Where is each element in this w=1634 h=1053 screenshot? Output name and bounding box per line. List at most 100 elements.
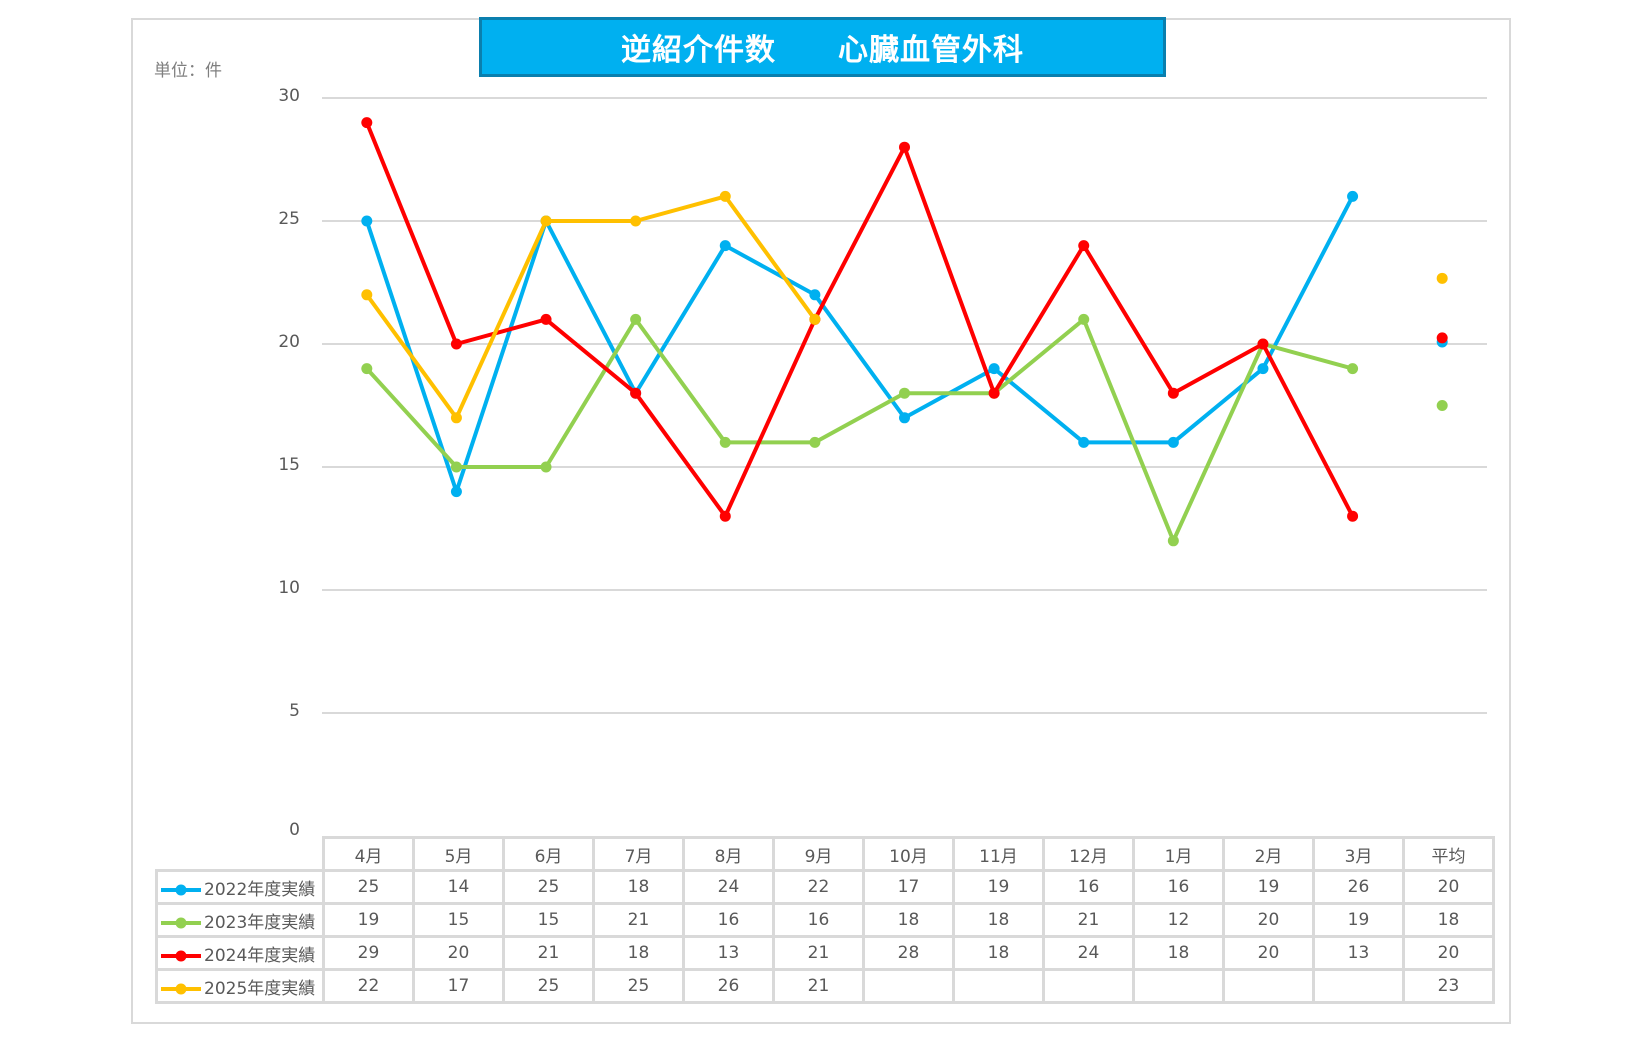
table-cell: 24	[1042, 935, 1135, 971]
y-tick-label: 25	[278, 209, 300, 229]
column-header: 6月	[502, 836, 595, 872]
table-row: 2023年度実績 19 15 15 21 16 16 18 18 21 12 20 19 18	[155, 902, 1495, 938]
y-tick-label: 10	[278, 578, 300, 598]
data-point	[719, 240, 731, 252]
table-cell: 26	[1312, 869, 1405, 905]
table-cell: 19	[322, 902, 415, 938]
column-header: 5月	[412, 836, 505, 872]
column-header: 8月	[682, 836, 775, 872]
data-point	[988, 387, 1000, 399]
table-cell: 19	[1222, 869, 1315, 905]
y-tick-label: 15	[278, 455, 300, 475]
data-point	[809, 313, 821, 325]
table-cell: 18	[592, 935, 685, 971]
y-tick-label: 0	[289, 820, 300, 840]
column-header: 2月	[1222, 836, 1315, 872]
data-point	[540, 313, 552, 325]
data-point	[450, 338, 462, 350]
table-cell: 25	[502, 869, 595, 905]
column-header: 平均	[1402, 836, 1495, 872]
table-cell: 21	[592, 902, 685, 938]
data-point	[540, 215, 552, 227]
table-row: 2025年度実績 22 17 25 25 26 21 23	[155, 968, 1495, 1004]
data-point	[450, 486, 462, 498]
y-tick-label: 30	[278, 86, 300, 106]
table-cell: 26	[682, 968, 775, 1004]
table-cell: 20	[1222, 902, 1315, 938]
table-row: 2022年度実績 25 14 25 18 24 22 17 19 16 16 19 26 20	[155, 869, 1495, 905]
average-point	[1436, 332, 1448, 344]
table-cell: 22	[322, 968, 415, 1004]
table-cell: 17	[862, 869, 955, 905]
column-header: 10月	[862, 836, 955, 872]
data-point	[1078, 313, 1090, 325]
table-cell: 18	[862, 902, 955, 938]
table-cell: 19	[1312, 902, 1405, 938]
series-line	[364, 121, 1355, 519]
data-point	[1347, 363, 1359, 375]
legend-label: 2024年度実績	[204, 945, 316, 966]
series-line	[365, 194, 817, 420]
column-header: 1月	[1132, 836, 1225, 872]
data-point	[630, 215, 642, 227]
table-cell: 22	[772, 869, 865, 905]
data-point	[988, 363, 1000, 375]
column-header: 11月	[952, 836, 1045, 872]
table-cell	[1132, 968, 1225, 1004]
column-header: 9月	[772, 836, 865, 872]
table-cell: 21	[772, 968, 865, 1004]
y-tick-label: 20	[278, 332, 300, 352]
table-cell: 14	[412, 869, 505, 905]
data-table: 4月 5月 6月 7月 8月 9月 10月 11月 12月 1月 2月 3月 平均 2022年度実績 25 1…	[155, 836, 1495, 1004]
table-cell: 18	[952, 902, 1045, 938]
table-cell	[952, 968, 1045, 1004]
legend-entry: 2023年度実績	[155, 902, 325, 938]
data-point	[450, 412, 462, 424]
data-point	[361, 289, 373, 301]
table-cell: 21	[502, 935, 595, 971]
table-cell: 12	[1132, 902, 1225, 938]
data-point	[630, 313, 642, 325]
column-header: 3月	[1312, 836, 1405, 872]
data-point	[540, 461, 552, 473]
data-point	[361, 215, 373, 227]
legend-entry: 2025年度実績	[155, 968, 325, 1004]
table-cell: 17	[412, 968, 505, 1004]
table-cell	[862, 968, 955, 1004]
table-cell: 28	[862, 935, 955, 971]
data-point	[719, 436, 731, 448]
table-cell: 16	[682, 902, 775, 938]
data-point	[899, 387, 910, 399]
unit-label: 単位：件	[154, 61, 222, 81]
table-cell: 24	[682, 869, 775, 905]
table-cell: 18	[1402, 902, 1495, 938]
table-cell: 15	[412, 902, 505, 938]
table-cell: 16	[1132, 869, 1225, 905]
data-point	[1347, 510, 1359, 522]
legend-label: 2025年度実績	[204, 978, 316, 999]
legend-entry: 2024年度実績	[155, 935, 325, 971]
data-point	[1167, 436, 1179, 448]
data-point	[899, 141, 910, 153]
table-cell	[1042, 968, 1135, 1004]
table-cell: 25	[592, 968, 685, 1004]
legend-line-marker-icon	[161, 884, 201, 895]
data-point	[719, 510, 731, 522]
data-point	[630, 387, 642, 399]
data-point	[361, 117, 373, 129]
data-point	[899, 412, 910, 424]
table-cell: 15	[502, 902, 595, 938]
data-point	[1078, 240, 1090, 252]
table-cell	[1312, 968, 1405, 1004]
table-cell: 29	[322, 935, 415, 971]
table-cell: 19	[952, 869, 1045, 905]
table-header-row: 4月 5月 6月 7月 8月 9月 10月 11月 12月 1月 2月 3月 平均	[156, 836, 1495, 872]
legend-label: 2022年度実績	[204, 879, 316, 900]
y-tick-label: 5	[289, 701, 300, 721]
table-cell: 20	[1222, 935, 1315, 971]
data-point	[361, 363, 373, 375]
data-point	[1167, 535, 1179, 547]
table-cell: 16	[772, 902, 865, 938]
table-cell: 20	[412, 935, 505, 971]
chart-title: 逆紹介件数 心臓血管外科	[479, 17, 1166, 77]
